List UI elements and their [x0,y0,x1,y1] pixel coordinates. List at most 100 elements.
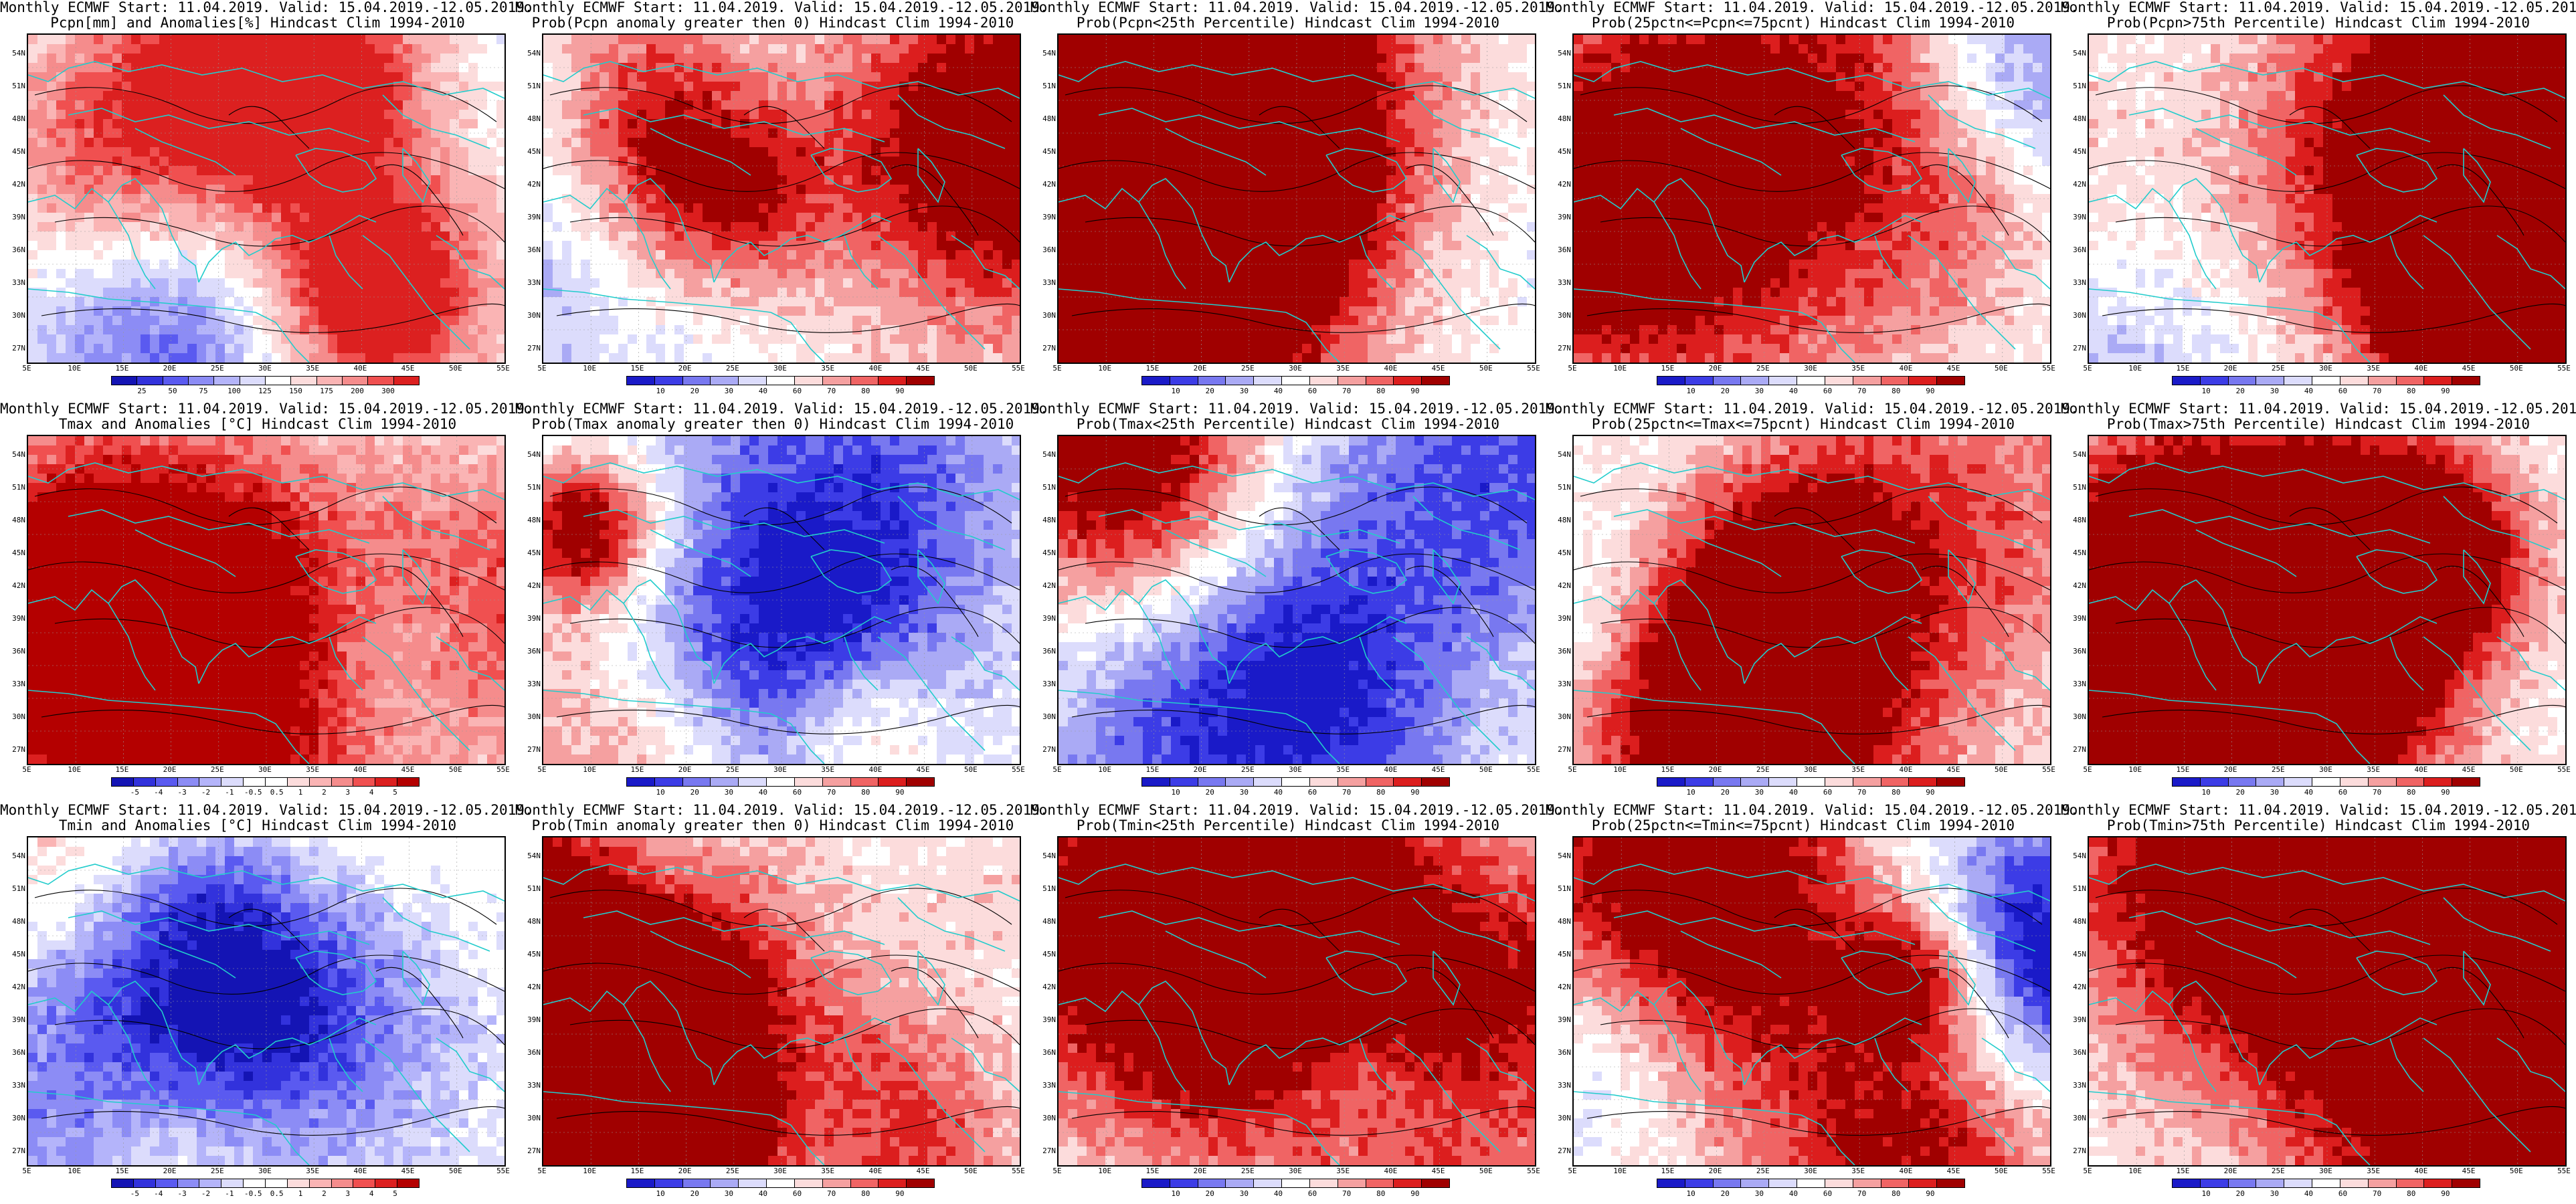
legend-swatch [2172,376,2201,385]
longitude-label: 45E [917,364,930,373]
latitude-label: 45N [2062,147,2086,156]
longitude-label: 55E [1012,364,1025,373]
legend-tick-label: 20 [1721,1189,1730,1198]
panel-title-line2: Prob(Pcpn anomaly greater then 0) Hindca… [515,15,1030,31]
latitude-label: 51N [517,483,541,492]
latitude-label: 36N [517,647,541,656]
latitude-label: 54N [517,851,541,860]
legend-swatch [906,1179,935,1188]
legend-tick-label: 200 [351,387,364,395]
latitude-label: 51N [1,82,25,90]
forecast-map [1572,33,2051,364]
legend-swatch [1657,777,1685,787]
latitude-label: 36N [1,245,25,254]
longitude-label: 40E [1899,765,1912,774]
latitude-label: 36N [1547,1048,1571,1057]
longitude-label: 45E [917,765,930,774]
longitude-label: 20E [1709,1167,1722,1175]
latitude-label: 54N [1,49,25,58]
legend-tick-label: 2 [322,1189,327,1198]
legend-tick-label: 10 [1686,1189,1695,1198]
panel-title: Monthly ECMWF Start: 11.04.2019. Valid: … [2061,0,2576,31]
longitude-label: 55E [2557,765,2571,774]
legend-tick-label: 40 [1274,1189,1283,1198]
forecast-map [1057,836,1536,1167]
longitude-label: 55E [2042,1167,2055,1175]
latitude-label: 42N [2062,180,2086,189]
legend-tick-label: -1 [225,1189,234,1198]
latitude-label: 54N [2062,851,2086,860]
longitude-label: 30E [2319,765,2332,774]
longitude-label: 50E [2510,364,2523,373]
legend-tick-label: 10 [656,387,664,395]
longitude-label: 10E [68,364,81,373]
longitude-label: 35E [821,364,834,373]
legend-tick-label: 0.5 [270,1189,284,1198]
legend-tick-label: 30 [2270,387,2279,395]
legend-swatch [177,777,200,787]
legend-tick-label: 80 [2407,1189,2415,1198]
legend-swatch [766,1179,795,1188]
forecast-panel: Monthly ECMWF Start: 11.04.2019. Valid: … [1546,401,2079,803]
latitude-label: 36N [1,1048,25,1057]
longitude-label: 25E [1756,765,1770,774]
legend-swatch [850,376,879,385]
longitude-label: 35E [821,1167,834,1175]
forecast-map-canvas [1059,35,1535,363]
longitude-label: 20E [1709,765,1722,774]
legend-swatch [906,376,935,385]
latitude-label: 45N [1032,147,1056,156]
latitude-label: 39N [1547,213,1571,221]
legend-tick-label: 90 [2441,788,2450,797]
legend-swatch [155,1179,178,1188]
forecast-panel: Monthly ECMWF Start: 11.04.2019. Valid: … [2061,0,2576,401]
panel-title-line2: Prob(25pctn<=Tmax<=75pcnt) Hindcast Clim… [1546,417,2061,432]
legend-swatch [2312,376,2340,385]
legend-swatch [822,1179,851,1188]
legend-swatch [1309,777,1338,787]
longitude-label: 40E [353,1167,367,1175]
legend-tick-label: 40 [759,387,767,395]
latitude-label: 36N [2062,647,2086,656]
forecast-map [27,33,506,364]
legend-swatch [2256,1179,2285,1188]
longitude-label: 10E [2128,1167,2142,1175]
forecast-map [27,836,506,1167]
color-legend: -5 -4 -3 -2 -1 -0.5 0.5 1 2 3 4 5 [111,777,420,797]
longitude-label: 10E [68,765,81,774]
latitude-label: 33N [517,278,541,287]
legend-swatch [1740,1179,1770,1188]
latitude-label: 51N [2062,884,2086,893]
legend-swatch [1797,777,1825,787]
legend-swatch [1337,1179,1366,1188]
latitude-label: 30N [2062,311,2086,320]
latitude-label: 51N [1032,884,1056,893]
legend-swatch [1365,777,1394,787]
forecast-map [542,33,1021,364]
forecast-map [1057,33,1536,364]
legend-tick-label: 60 [1823,788,1832,797]
legend-tick-label: -5 [130,1189,139,1198]
longitude-label: 15E [630,1167,644,1175]
longitude-label: 35E [2367,364,2380,373]
legend-tick-label: 40 [2304,788,2313,797]
longitude-label: 45E [1432,1167,1445,1175]
legend-swatch [1824,376,1853,385]
legend-swatch [1253,1179,1283,1188]
legend-swatch [1365,1179,1394,1188]
forecast-map-canvas [28,837,504,1165]
longitude-label: 55E [1527,765,1540,774]
longitude-label: 5E [537,364,546,373]
latitude-label: 45N [2062,950,2086,959]
latitude-label: 54N [2062,450,2086,459]
latitude-label: 27N [2062,344,2086,353]
legend-tick-label: 90 [895,1189,904,1198]
legend-tick-label: 300 [381,387,395,395]
longitude-label: 30E [773,1167,787,1175]
latitude-label: 51N [1032,483,1056,492]
latitude-label: 39N [1,1015,25,1024]
legend-swatch [682,1179,711,1188]
legend-swatch [243,777,266,787]
latitude-label: 51N [1547,483,1571,492]
legend-swatch [1908,376,1938,385]
